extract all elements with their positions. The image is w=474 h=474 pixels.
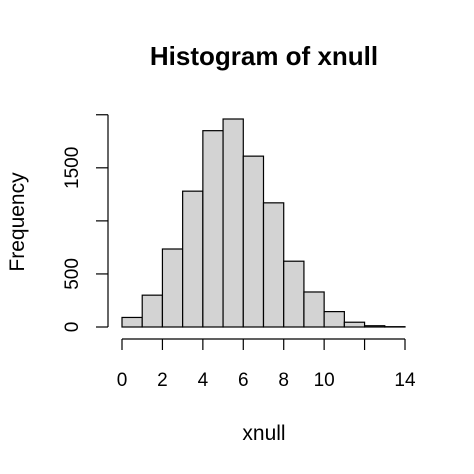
histogram-bar-4 (202, 130, 224, 328)
x-tick-label-0: 0 (117, 370, 128, 391)
histogram-bar-6 (242, 155, 265, 328)
histogram-bar-9 (303, 291, 325, 328)
histogram-bar-10 (323, 311, 345, 328)
histogram-bar-0 (121, 316, 143, 328)
histogram-bar-7 (262, 202, 285, 328)
x-axis-ticks: 0 2 4 6 8 10 14 (117, 339, 416, 391)
histogram-bar-2 (161, 248, 184, 328)
x-tick-label-3: 6 (238, 370, 249, 391)
chart-title: Histogram of xnull (150, 41, 378, 71)
y-tick-label-1: 500 (62, 258, 83, 290)
histogram-bar-1 (141, 294, 164, 328)
histogram-bar-8 (283, 260, 305, 328)
histogram-bar-5 (222, 118, 244, 328)
histogram-bar-11 (343, 321, 366, 328)
y-tick-label-0: 0 (62, 322, 83, 333)
y-axis-ticks: 0 500 1500 (62, 114, 108, 333)
histogram-bar-12 (363, 325, 386, 328)
x-tick-label-1: 2 (157, 370, 168, 391)
x-tick-label-2: 4 (198, 370, 209, 391)
x-tick-label-5: 10 (314, 370, 335, 391)
histogram-bar-3 (182, 190, 204, 328)
bars-group (121, 118, 406, 328)
x-tick-label-6: 14 (394, 370, 416, 391)
y-axis-label: Frequency (6, 172, 29, 272)
x-tick-label-4: 8 (278, 370, 289, 391)
x-axis-label: xnull (242, 422, 285, 445)
y-tick-label-2: 1500 (62, 147, 83, 189)
